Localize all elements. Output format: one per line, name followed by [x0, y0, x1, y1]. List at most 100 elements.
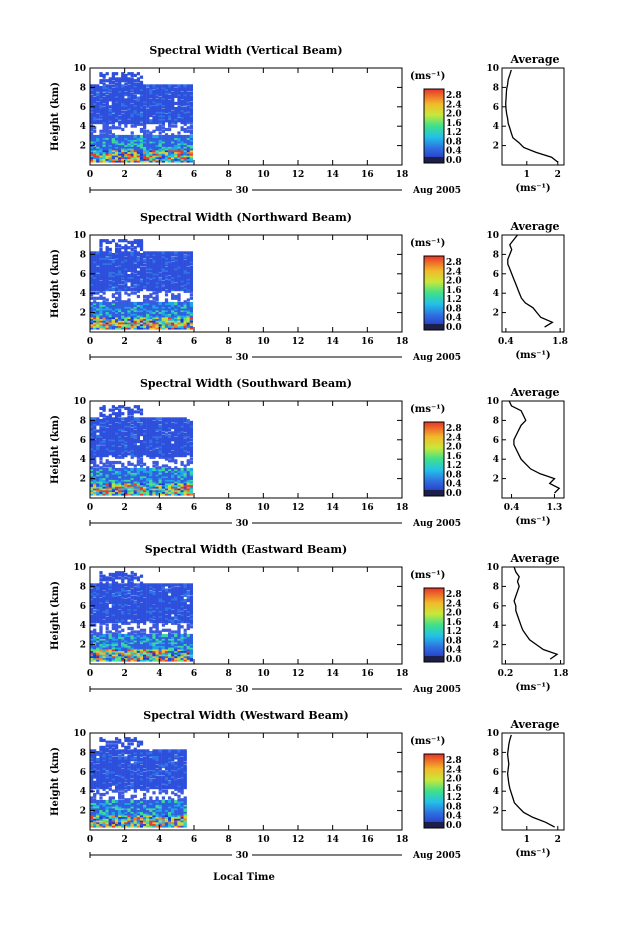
- heat-cell: [152, 157, 156, 161]
- heat-cell: [118, 438, 122, 442]
- heat-cell: [96, 637, 100, 641]
- heat-cell: [102, 431, 106, 435]
- heat-cell: [127, 599, 131, 603]
- heat-cell: [124, 119, 128, 123]
- heat-cell: [90, 466, 94, 470]
- heat-cell: [111, 145, 115, 149]
- heat-cell: [146, 98, 150, 102]
- heat-cell: [124, 471, 128, 475]
- heat-cell: [183, 473, 187, 477]
- heat-cell: [108, 595, 112, 599]
- heat-cell: [105, 445, 109, 449]
- heat-cell: [118, 419, 122, 423]
- heat-cell: [124, 314, 128, 318]
- heat-cell: [111, 602, 115, 606]
- heat-cell: [121, 270, 125, 274]
- heat-cell: [146, 602, 150, 606]
- heat-cell: [149, 642, 153, 646]
- heat-cell: [127, 429, 131, 433]
- heat-cell: [115, 79, 119, 83]
- heat-cell: [96, 150, 100, 154]
- heat-cell: [127, 121, 131, 125]
- heat-cell: [180, 143, 184, 147]
- heat-cell: [171, 424, 175, 428]
- heat-cell: [102, 426, 106, 430]
- heat-cell: [164, 133, 169, 137]
- heat-cell: [90, 150, 94, 154]
- heat-cell: [99, 305, 103, 309]
- heat-cell: [168, 254, 172, 258]
- heat-cell: [115, 469, 119, 473]
- heat-cell: [171, 485, 175, 489]
- heat-cell: [133, 103, 137, 107]
- heat-cell: [121, 492, 125, 496]
- heat-cell: [174, 141, 178, 146]
- heat-cell: [164, 134, 169, 139]
- heat-cell: [127, 447, 131, 451]
- heat-cell: [90, 152, 94, 156]
- heat-cell: [96, 86, 100, 90]
- heat-cell: [124, 476, 128, 480]
- heat-cell: [121, 469, 125, 473]
- heat-cell: [183, 422, 187, 426]
- heat-cell: [155, 281, 159, 285]
- heat-cell: [127, 474, 131, 479]
- heat-cell: [111, 620, 115, 624]
- heat-cell: [139, 448, 144, 452]
- heat-cell: [164, 114, 169, 118]
- heat-cell: [180, 315, 184, 320]
- heat-cell: [139, 147, 144, 151]
- heat-cell: [118, 136, 122, 140]
- heat-cell: [111, 101, 115, 105]
- heat-cell: [180, 84, 184, 88]
- heat-cell: [105, 448, 109, 452]
- heat-cell: [180, 447, 184, 451]
- heat-cell: [118, 646, 122, 650]
- heat-cell: [127, 114, 131, 118]
- date-month-label: Aug 2005: [412, 353, 461, 363]
- heat-cell: [127, 277, 131, 281]
- heat-cell: [111, 155, 115, 160]
- heat-cell: [152, 310, 156, 314]
- heat-cell: [105, 424, 109, 428]
- heat-cell: [174, 422, 178, 426]
- heat-cell: [183, 114, 187, 118]
- heat-cell: [93, 640, 97, 645]
- heat-cell: [186, 448, 190, 452]
- heat-cell: [108, 305, 112, 309]
- heat-cell: [164, 450, 169, 454]
- heat-cell: [143, 115, 147, 119]
- heat-cell: [152, 639, 156, 643]
- heat-cell: [164, 426, 169, 430]
- heat-cell: [130, 260, 134, 264]
- heat-cell: [186, 270, 190, 274]
- heat-cell: [121, 87, 125, 91]
- heat-cell: [93, 618, 97, 622]
- heat-cell: [115, 100, 119, 104]
- heat-cell: [189, 286, 193, 290]
- heat-cell: [171, 150, 175, 154]
- heat-cell: [136, 261, 140, 265]
- heat-cell: [105, 642, 109, 646]
- heat-cell: [124, 478, 128, 482]
- heat-cell: [139, 658, 144, 662]
- heat-cell: [139, 261, 144, 265]
- heat-cell: [143, 303, 147, 307]
- heat-cell: [130, 244, 134, 248]
- heat-cell: [96, 654, 100, 659]
- heat-cell: [115, 618, 119, 622]
- heat-cell: [152, 93, 156, 97]
- heat-cell: [143, 315, 147, 320]
- heat-cell: [115, 644, 119, 648]
- heat-cell: [146, 646, 150, 650]
- heat-cell: [149, 301, 153, 306]
- heat-cell: [127, 481, 131, 486]
- heat-cell: [155, 110, 159, 114]
- heat-cell: [186, 445, 190, 449]
- heat-cell: [115, 256, 119, 260]
- heat-cell: [121, 148, 125, 153]
- heat-cell: [146, 157, 150, 161]
- heat-cell: [171, 317, 175, 321]
- heat-cell: [161, 436, 165, 440]
- heat-cell: [161, 324, 165, 328]
